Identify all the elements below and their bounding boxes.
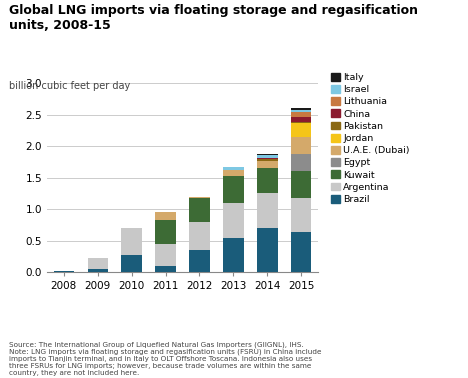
Bar: [257, 158, 278, 160]
Bar: [257, 228, 278, 272]
Bar: [257, 168, 278, 194]
Bar: [291, 154, 312, 171]
Bar: [257, 155, 278, 158]
Bar: [155, 212, 176, 220]
Legend: Italy, Israel, Lithuania, China, Pakistan, Jordan, U.A.E. (Dubai), Egypt, Kuwait: Italy, Israel, Lithuania, China, Pakista…: [331, 73, 410, 204]
Bar: [223, 237, 243, 272]
Bar: [223, 170, 243, 177]
Bar: [291, 122, 312, 123]
Bar: [88, 258, 108, 269]
Bar: [291, 232, 312, 272]
Bar: [257, 154, 278, 155]
Text: billion cubic feet per day: billion cubic feet per day: [9, 81, 131, 91]
Bar: [223, 167, 243, 170]
Bar: [155, 220, 176, 244]
Text: Source: The International Group of Liquefied Natural Gas Importers (GIIGNL), IHS: Source: The International Group of Lique…: [9, 341, 322, 376]
Bar: [257, 160, 278, 161]
Bar: [189, 222, 210, 250]
Bar: [88, 269, 108, 272]
Bar: [189, 250, 210, 272]
Bar: [189, 198, 210, 222]
Bar: [291, 110, 312, 112]
Bar: [291, 171, 312, 198]
Bar: [122, 228, 142, 254]
Bar: [223, 177, 243, 203]
Bar: [189, 197, 210, 198]
Bar: [257, 194, 278, 228]
Text: Global LNG imports via floating storage and regasification
units, 2008-15: Global LNG imports via floating storage …: [9, 4, 418, 32]
Bar: [122, 254, 142, 272]
Bar: [155, 244, 176, 266]
Bar: [291, 108, 312, 110]
Bar: [291, 123, 312, 137]
Bar: [54, 271, 74, 272]
Bar: [291, 198, 312, 232]
Bar: [155, 266, 176, 272]
Bar: [291, 137, 312, 154]
Bar: [291, 116, 312, 122]
Bar: [291, 112, 312, 116]
Bar: [257, 161, 278, 168]
Bar: [223, 203, 243, 237]
